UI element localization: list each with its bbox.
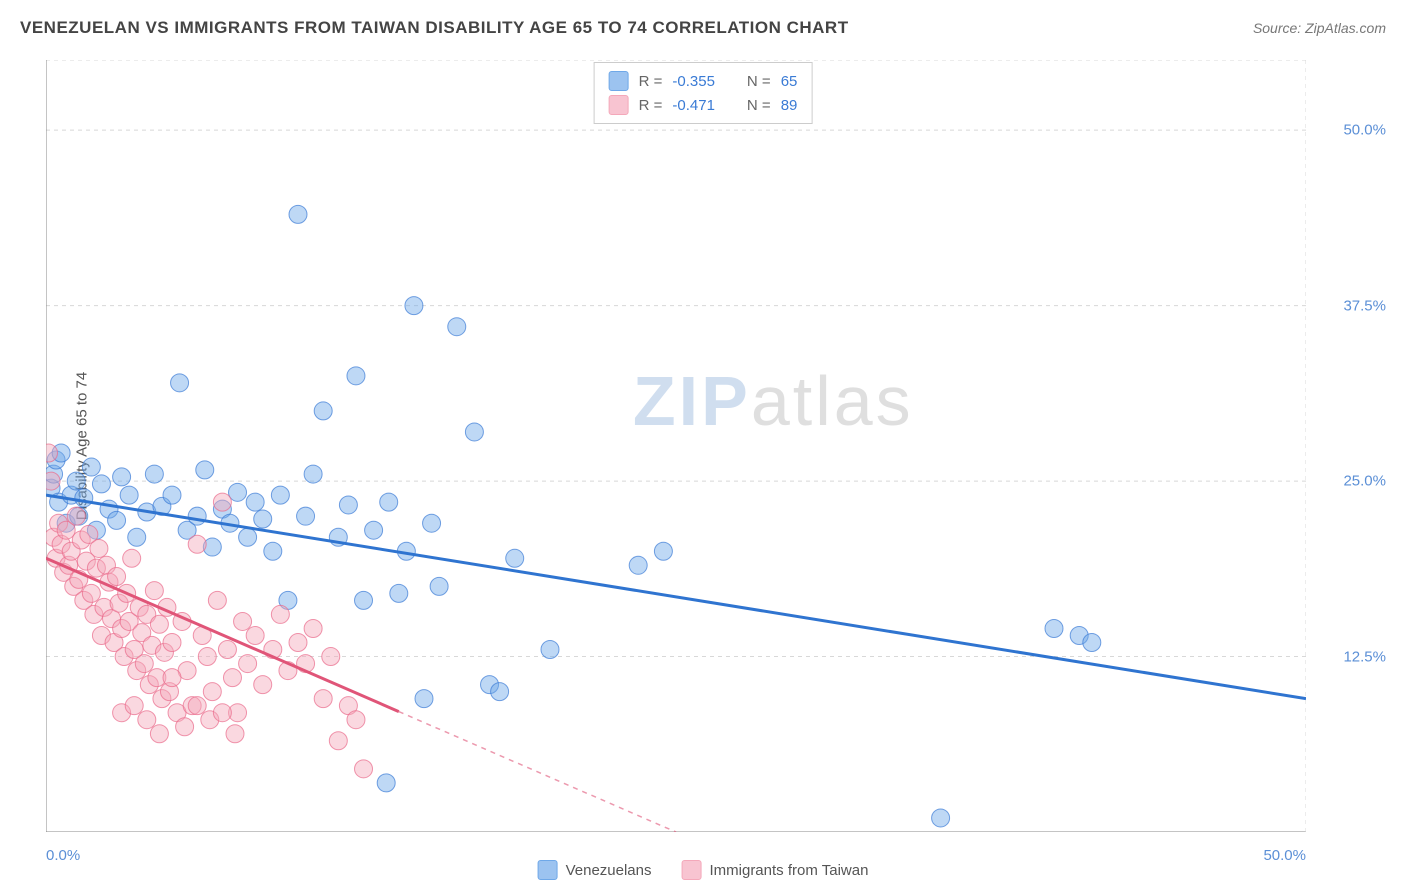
correlation-row: R = -0.355 N = 65 (609, 69, 798, 93)
legend-swatch (609, 71, 629, 91)
chart-area (46, 60, 1306, 832)
legend-swatch (681, 860, 701, 880)
legend-label: Venezuelans (566, 862, 652, 879)
r-label: R = (639, 73, 663, 90)
r-label: R = (639, 97, 663, 114)
r-value: -0.355 (672, 73, 715, 90)
legend-swatch (538, 860, 558, 880)
n-value: 89 (781, 97, 798, 114)
n-label: N = (747, 73, 771, 90)
scatter-chart (46, 60, 1306, 832)
y-tick-label: 12.5% (1343, 648, 1386, 665)
n-value: 65 (781, 73, 798, 90)
correlation-row: R = -0.471 N = 89 (609, 93, 798, 117)
r-value: -0.471 (672, 97, 715, 114)
legend-item: Immigrants from Taiwan (681, 860, 868, 880)
n-label: N = (747, 97, 771, 114)
legend-item: Venezuelans (538, 860, 652, 880)
source-label: Source: ZipAtlas.com (1253, 20, 1386, 36)
y-tick-label: 25.0% (1343, 473, 1386, 490)
x-axis-max-label: 50.0% (1263, 847, 1306, 864)
x-axis-min-label: 0.0% (46, 847, 80, 864)
y-tick-label: 50.0% (1343, 122, 1386, 139)
correlation-legend: R = -0.355 N = 65 R = -0.471 N = 89 (594, 62, 813, 124)
legend-label: Immigrants from Taiwan (709, 862, 868, 879)
series-legend: Venezuelans Immigrants from Taiwan (538, 860, 869, 880)
legend-swatch (609, 95, 629, 115)
chart-title: VENEZUELAN VS IMMIGRANTS FROM TAIWAN DIS… (20, 18, 849, 38)
y-tick-label: 37.5% (1343, 297, 1386, 314)
